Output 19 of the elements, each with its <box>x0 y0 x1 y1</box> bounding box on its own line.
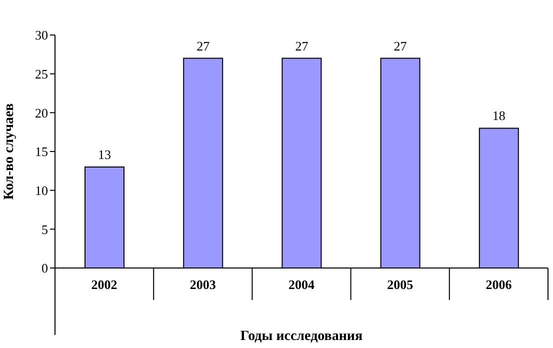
data-label: 18 <box>492 108 506 124</box>
x-axis-title: Годы исследования <box>240 329 364 344</box>
x-tick-label: 2005 <box>387 277 414 292</box>
y-axis-title: Кол-во случаев <box>2 102 17 200</box>
data-label: 27 <box>394 38 408 54</box>
x-tick-label: 2006 <box>486 277 512 292</box>
y-tick-label: 0 <box>42 260 48 276</box>
x-tick-label: 2003 <box>190 277 216 292</box>
y-tick-label: 15 <box>35 144 48 160</box>
data-label: 13 <box>98 147 111 162</box>
data-label: 27 <box>295 38 309 54</box>
y-tick-label: 30 <box>35 28 48 43</box>
x-tick-label: 2002 <box>91 277 118 292</box>
y-tick-label: 10 <box>35 182 48 198</box>
data-label: 27 <box>196 38 210 54</box>
y-tick-label: 20 <box>35 105 48 120</box>
y-tick-label: 5 <box>42 222 48 237</box>
y-tick-label: 25 <box>35 66 48 82</box>
x-tick-label: 2004 <box>288 277 315 292</box>
